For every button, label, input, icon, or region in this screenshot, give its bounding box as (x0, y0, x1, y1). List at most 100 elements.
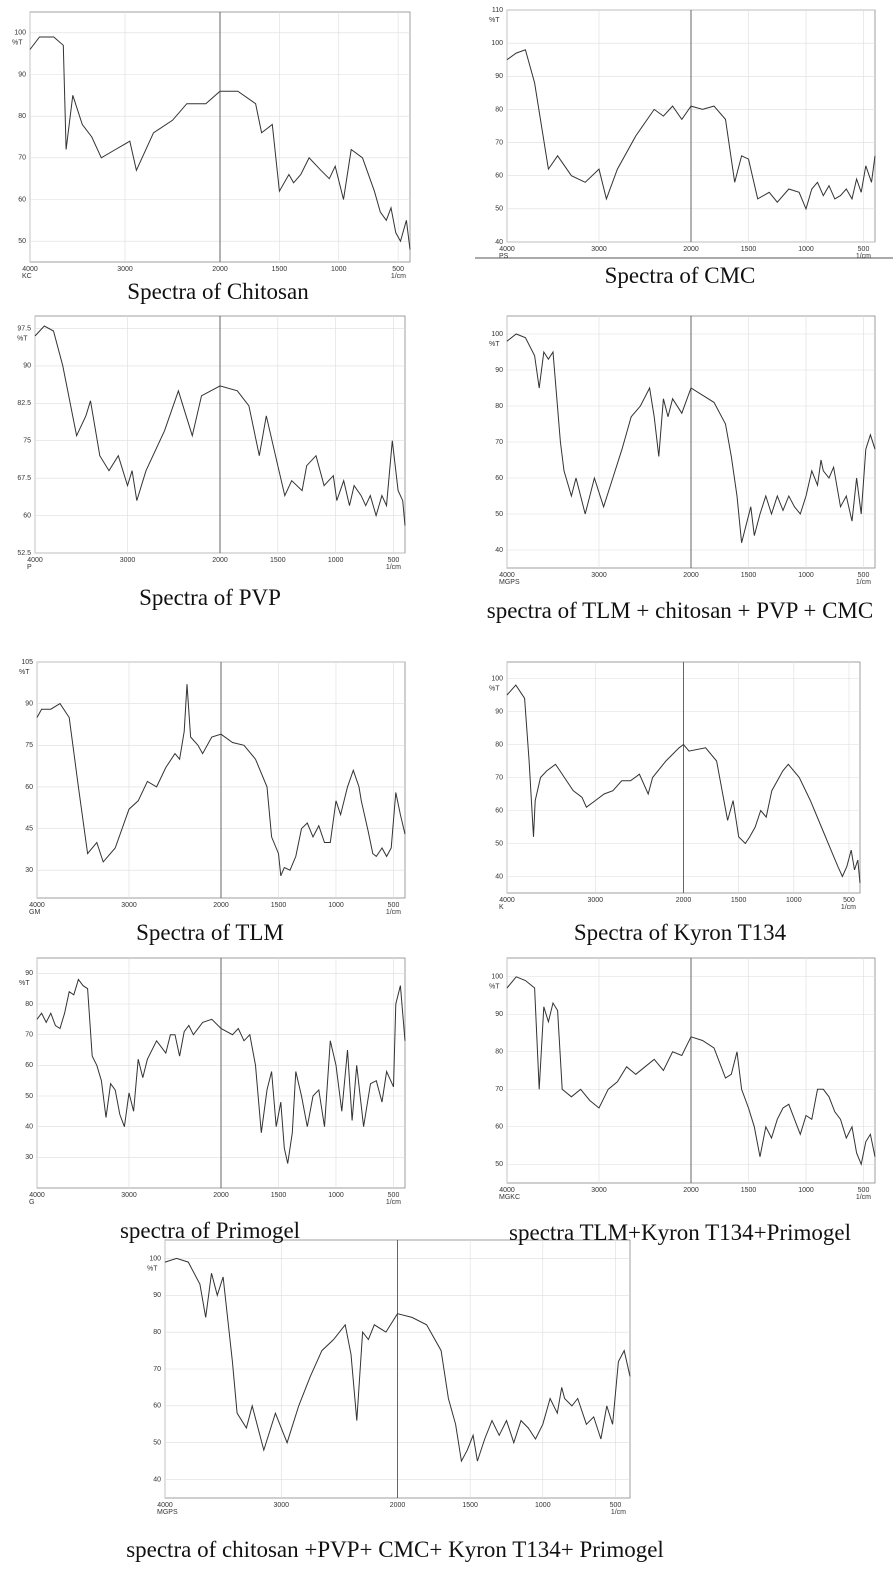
y-tick-label: 67.5 (17, 475, 31, 482)
x-tick-label: 4000 (499, 246, 515, 253)
y-tick-label: 50 (495, 840, 503, 847)
y-tick-label: 60 (153, 1403, 161, 1410)
y-axis-label: %T (489, 341, 500, 348)
y-tick-label: 30 (25, 867, 33, 874)
y-axis-label: %T (147, 1265, 158, 1272)
x-axis-label: 1/cm (856, 1194, 871, 1201)
y-tick-label: 50 (495, 206, 503, 213)
y-tick-label: 50 (18, 238, 26, 245)
y-tick-label: 100 (149, 1255, 161, 1262)
x-tick-label: 1000 (798, 246, 814, 253)
y-tick-label: 70 (153, 1366, 161, 1373)
x-tick-label: 1000 (328, 1192, 344, 1199)
y-tick-label: 60 (495, 1124, 503, 1131)
x-tick-label: 4000 (499, 1187, 515, 1194)
y-axis-label: %T (489, 17, 500, 24)
y-tick-label: 70 (495, 139, 503, 146)
y-tick-label: 60 (25, 1062, 33, 1069)
y-tick-label: 70 (18, 155, 26, 162)
y-tick-label: 60 (495, 173, 503, 180)
instrument-code: MGPS (157, 1509, 178, 1516)
y-tick-label: 70 (495, 1086, 503, 1093)
y-tick-label: 30 (25, 1154, 33, 1161)
x-tick-label: 500 (388, 1192, 400, 1199)
y-tick-label: 90 (495, 73, 503, 80)
y-tick-label: 80 (18, 113, 26, 120)
x-axis-label: 1/cm (386, 909, 401, 916)
y-tick-label: 100 (491, 974, 503, 981)
x-tick-label: 1000 (798, 572, 814, 579)
y-axis-label: %T (12, 40, 23, 47)
x-tick-label: 2000 (683, 572, 699, 579)
x-tick-label: 1000 (535, 1502, 551, 1509)
x-tick-label: 1000 (786, 897, 802, 904)
instrument-code: KC (22, 273, 32, 280)
y-tick-label: 70 (25, 1032, 33, 1039)
y-tick-label: 90 (495, 367, 503, 374)
y-tick-label: 105 (21, 659, 33, 666)
y-tick-label: 80 (153, 1329, 161, 1336)
instrument-code: GM (29, 909, 40, 916)
y-tick-label: 90 (23, 363, 31, 370)
y-tick-label: 40 (25, 1124, 33, 1131)
caption: spectra of Primogel (119, 1218, 301, 1243)
caption: Spectra of TLM (136, 920, 284, 945)
x-tick-label: 2000 (212, 557, 228, 564)
x-tick-label: 1500 (271, 902, 287, 909)
x-axis-label: 1/cm (841, 904, 856, 911)
x-tick-label: 1000 (328, 902, 344, 909)
x-axis-label: 1/cm (611, 1509, 626, 1516)
y-tick-label: 70 (495, 439, 503, 446)
y-tick-label: 40 (153, 1476, 161, 1483)
x-axis-label: 1/cm (386, 564, 401, 571)
x-tick-label: 1500 (741, 1187, 757, 1194)
x-tick-label: 4000 (29, 1192, 45, 1199)
x-tick-label: 3000 (121, 1192, 137, 1199)
y-tick-label: 97.5 (17, 325, 31, 332)
y-tick-label: 110 (492, 7, 503, 14)
x-tick-label: 3000 (591, 246, 607, 253)
caption: Spectra of Chitosan (127, 279, 309, 304)
x-tick-label: 4000 (27, 557, 43, 564)
y-tick-label: 90 (25, 970, 33, 977)
x-tick-label: 3000 (591, 572, 607, 579)
x-axis-label: 1/cm (856, 253, 871, 260)
y-tick-label: 80 (495, 106, 503, 113)
x-tick-label: 500 (843, 897, 855, 904)
x-tick-label: 2000 (390, 1502, 406, 1509)
y-tick-label: 40 (495, 239, 503, 246)
y-tick-label: 90 (153, 1292, 161, 1299)
x-tick-label: 1500 (741, 246, 757, 253)
x-tick-label: 3000 (120, 557, 136, 564)
caption: Spectra of PVP (139, 585, 281, 610)
y-axis-label: %T (19, 980, 30, 987)
spectrum-line (506, 49, 876, 211)
spectrum-line (506, 976, 876, 1167)
x-tick-label: 4000 (499, 897, 515, 904)
spectrum-line (506, 333, 876, 543)
x-tick-label: 1000 (328, 557, 344, 564)
x-tick-label: 4000 (157, 1502, 173, 1509)
y-tick-label: 52.5 (17, 550, 31, 557)
y-tick-label: 60 (495, 475, 503, 482)
x-tick-label: 500 (858, 1187, 870, 1194)
x-axis-label: 1/cm (386, 1199, 401, 1206)
spectrum-line (36, 684, 406, 876)
spectrum-line (36, 978, 406, 1164)
x-tick-label: 3000 (273, 1502, 289, 1509)
x-tick-label: 3000 (591, 1187, 607, 1194)
y-tick-label: 40 (495, 547, 503, 554)
y-tick-label: 60 (495, 807, 503, 814)
x-tick-label: 3000 (587, 897, 603, 904)
x-tick-label: 1500 (271, 1192, 287, 1199)
x-tick-label: 2000 (213, 902, 229, 909)
x-tick-label: 1000 (331, 266, 347, 273)
y-tick-label: 90 (25, 700, 33, 707)
y-tick-label: 90 (495, 708, 503, 715)
y-tick-label: 75 (23, 438, 31, 445)
x-tick-label: 500 (388, 557, 400, 564)
spectrum-line (164, 1257, 631, 1463)
y-tick-label: 80 (495, 741, 503, 748)
y-tick-label: 50 (153, 1440, 161, 1447)
